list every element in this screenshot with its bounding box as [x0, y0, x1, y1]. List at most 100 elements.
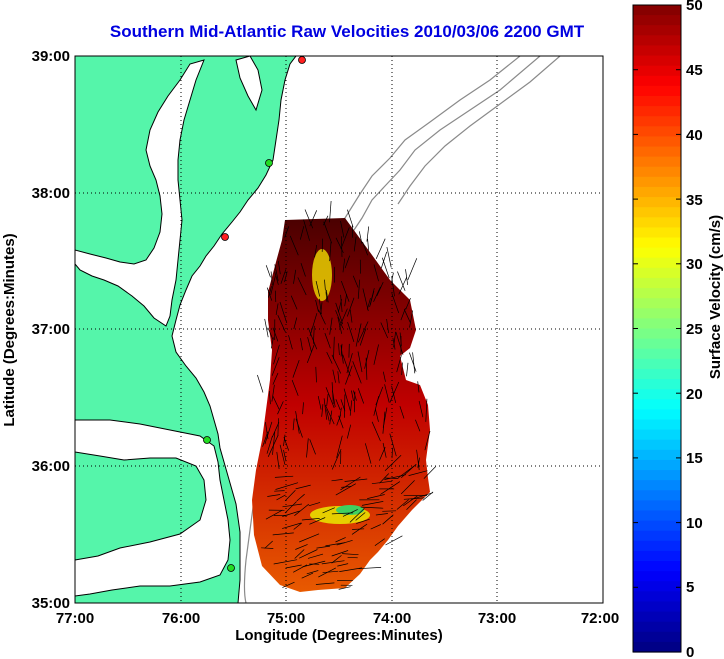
colorbar-band — [633, 35, 681, 47]
colorbar-tick-label: 20 — [686, 386, 703, 403]
velocity-vector — [277, 401, 284, 415]
velocity-vector — [407, 258, 418, 281]
velocity-vector — [318, 567, 336, 578]
velocity-vector — [331, 555, 342, 564]
velocity-vector — [351, 523, 368, 535]
velocity-vector — [324, 332, 331, 349]
colorbar-tick-label: 35 — [686, 192, 703, 209]
velocity-vector — [309, 517, 326, 525]
velocity-vector — [366, 226, 370, 242]
velocity-vector — [371, 421, 381, 442]
colorbar-band — [633, 55, 681, 67]
velocity-vector — [405, 297, 411, 310]
velocity-vector — [382, 371, 386, 382]
colorbar-band — [633, 641, 681, 653]
velocity-vector — [284, 501, 297, 514]
velocity-vector — [345, 365, 353, 385]
velocity-vector — [339, 407, 342, 419]
velocity-vector — [274, 290, 277, 303]
velocity-vector — [265, 265, 271, 278]
velocity-vector — [301, 518, 320, 521]
velocity-vector — [299, 549, 318, 559]
velocity-vector — [329, 317, 333, 335]
velocity-vector — [335, 483, 356, 496]
velocity-vector — [274, 475, 294, 478]
velocity-vector — [346, 297, 355, 317]
y-tick-label: 39:00 — [32, 48, 70, 65]
station-marker — [227, 564, 235, 572]
velocity-vector — [335, 537, 346, 543]
x-tick-label: 75:00 — [267, 610, 305, 627]
velocity-vector — [268, 286, 272, 298]
colorbar-band — [633, 247, 681, 259]
velocity-vector — [415, 419, 421, 432]
velocity-vector — [322, 570, 339, 574]
map-title: Southern Mid-Atlantic Raw Velocities 201… — [109, 22, 585, 41]
velocity-vector — [370, 524, 381, 530]
velocity-vector — [337, 316, 343, 334]
velocity-vector — [329, 200, 332, 223]
velocity-vector — [266, 287, 273, 301]
velocity-vector — [290, 295, 298, 310]
velocity-vector — [352, 528, 365, 530]
colorbar-band — [633, 510, 681, 522]
velocity-vector — [364, 349, 370, 369]
velocity-vector — [352, 361, 362, 384]
colorbar-band — [633, 95, 681, 107]
x-tick-label: 73:00 — [478, 610, 516, 627]
colorbar-tick-label: 45 — [686, 62, 703, 79]
velocity-vector — [271, 357, 280, 376]
colorbar-band — [633, 439, 681, 451]
colorbar-band — [633, 116, 681, 127]
colorbar-band — [633, 207, 681, 218]
colorbar-band — [633, 581, 681, 592]
velocity-vector — [299, 533, 320, 543]
x-tick-label: 72:00 — [581, 610, 619, 627]
velocity-vector — [365, 357, 368, 380]
velocity-vector — [342, 553, 359, 556]
velocity-vector — [291, 379, 299, 396]
colorbar-band — [633, 611, 681, 623]
velocity-vector — [272, 395, 280, 410]
velocity-vector — [385, 535, 403, 546]
velocity-vector — [300, 262, 306, 277]
velocity-vector — [270, 276, 276, 296]
colorbar — [632, 4, 682, 653]
velocity-vector — [264, 540, 273, 549]
colorbar-band — [633, 288, 681, 299]
velocity-vector — [384, 454, 402, 471]
velocity-vector — [326, 393, 329, 407]
velocity-vector — [424, 430, 431, 451]
velocity-vector — [382, 510, 397, 512]
velocity-vector — [283, 449, 287, 462]
velocity-vector — [272, 327, 279, 342]
velocity-vector — [412, 352, 416, 374]
velocity-vector — [317, 396, 322, 410]
velocity-vector — [369, 290, 375, 306]
velocity-vector — [321, 404, 324, 417]
velocity-vector — [275, 482, 299, 490]
x-axis-label: Longitude (Degrees:Minutes) — [235, 627, 443, 644]
velocity-vector — [373, 396, 380, 416]
colorbar-band — [633, 591, 681, 603]
colorbar-band — [633, 25, 681, 36]
velocity-vector — [374, 408, 379, 422]
velocity-vector — [338, 308, 348, 328]
velocity-vector — [422, 491, 434, 501]
colorbar-band — [633, 75, 681, 87]
velocity-vector — [306, 344, 315, 364]
velocity-vector — [344, 394, 346, 418]
velocity-vector — [315, 281, 321, 297]
velocity-vector — [293, 522, 303, 530]
velocity-vector — [352, 275, 359, 288]
velocity-vector — [342, 509, 358, 517]
velocity-vector — [417, 457, 420, 468]
velocity-vector — [274, 271, 279, 285]
velocity-vector — [297, 277, 307, 296]
grid-lines — [75, 56, 603, 603]
colorbar-band — [633, 449, 681, 461]
velocity-vector — [257, 374, 264, 393]
colorbar-band — [633, 197, 681, 208]
velocity-vector — [272, 532, 294, 536]
colorbar-tick-label: 15 — [686, 450, 703, 467]
